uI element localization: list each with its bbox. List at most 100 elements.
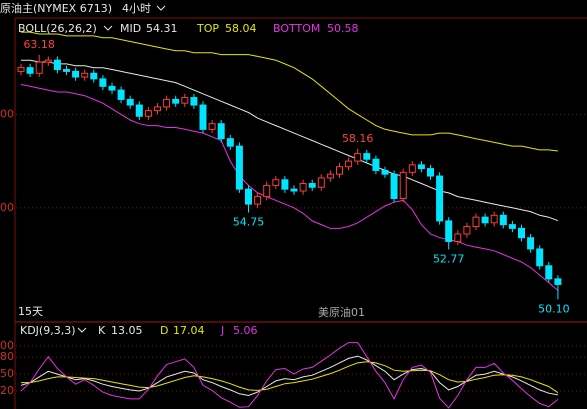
candle-body <box>326 173 334 179</box>
candle-body <box>336 166 343 175</box>
candle-body <box>408 164 416 173</box>
annotation: 58.16 <box>342 132 374 145</box>
indicator-dropdown[interactable] <box>77 327 87 333</box>
legend-name: TOP <box>196 22 219 35</box>
candle-body <box>417 164 425 170</box>
candle-body <box>290 188 298 192</box>
candle-body <box>108 85 116 91</box>
annotation: 52.77 <box>433 252 465 265</box>
candle-body <box>72 70 80 78</box>
candle-body <box>390 173 398 199</box>
indicator-name[interactable]: BOLL(26,26,2) <box>18 22 97 35</box>
series-line <box>20 84 559 291</box>
legend-name: MID <box>120 22 141 35</box>
candle-body <box>372 158 380 171</box>
candle-body <box>208 123 216 130</box>
candle-body <box>99 78 107 87</box>
series-line <box>21 361 559 394</box>
candle-body <box>254 196 262 205</box>
legend-value: 13.05 <box>111 324 143 337</box>
candle-body <box>226 138 234 147</box>
candle-body <box>554 278 562 285</box>
candle-body <box>445 220 453 242</box>
candle-body <box>144 110 152 117</box>
legend-name: K <box>98 324 106 337</box>
candle-body <box>245 188 252 205</box>
candle-body <box>26 67 34 74</box>
candle-body <box>354 153 362 162</box>
candle-body <box>427 168 434 177</box>
annotation: 54.75 <box>233 215 265 228</box>
legend-name: J <box>220 324 224 337</box>
candle-body <box>499 214 507 226</box>
annotation: 50.10 <box>538 302 570 315</box>
candle-body <box>81 72 89 78</box>
legend-name: BOTTOM <box>273 22 320 35</box>
candle-body <box>508 224 516 229</box>
candle-body <box>263 184 271 198</box>
y-tick-label: 00 <box>0 201 14 214</box>
candle-body <box>399 171 407 199</box>
series-line <box>21 59 559 222</box>
contract-label: 美原油01 <box>318 305 365 319</box>
candle-body <box>235 145 243 190</box>
indicator-name[interactable]: KDJ(9,3,3) <box>20 324 76 337</box>
candle-body <box>472 216 480 228</box>
candle-body <box>117 89 125 100</box>
y-tick-label: 00 <box>0 339 14 352</box>
candle-body <box>518 227 525 239</box>
candle-body <box>436 175 444 222</box>
candle-body <box>90 72 98 80</box>
candle-body <box>363 153 371 160</box>
candle-body <box>299 183 307 192</box>
candle-body <box>272 179 280 186</box>
y-tick-label: 00 <box>0 107 14 120</box>
candle-body <box>126 98 134 106</box>
range-label: 15天 <box>18 305 43 318</box>
candle-body <box>172 98 180 104</box>
series-line <box>21 31 558 152</box>
period[interactable]: 4小时 <box>122 2 151 15</box>
legend-value: 54.31 <box>146 22 178 35</box>
candle-body <box>345 160 353 168</box>
indicator-dropdown[interactable] <box>103 25 113 31</box>
candle-body <box>490 214 498 224</box>
symbol: 原油主(NYMEX 6713) <box>0 1 112 15</box>
candle-body <box>281 179 289 190</box>
candle-body <box>163 98 171 108</box>
period-dropdown[interactable] <box>156 5 166 11</box>
candle-body <box>63 69 70 72</box>
candle-body <box>317 177 325 188</box>
candle-body <box>545 265 553 280</box>
candle-body <box>53 59 61 71</box>
candle-body <box>17 67 25 72</box>
candle-body <box>190 97 198 106</box>
legend-value: 50.58 <box>327 22 359 35</box>
series-line <box>20 342 559 409</box>
annotation: 63.18 <box>23 38 55 51</box>
legend-value: 17.04 <box>173 324 205 337</box>
candle-body <box>454 233 462 242</box>
candle-body <box>154 106 161 112</box>
y-tick-label: 20 <box>0 384 14 397</box>
candle-body <box>463 226 471 235</box>
candle-body <box>44 59 52 63</box>
candle-body <box>199 104 207 130</box>
candle-body <box>217 123 225 140</box>
candle-body <box>308 183 316 188</box>
candle-body <box>527 237 535 250</box>
candle-body <box>536 248 544 267</box>
legend-value: 5.06 <box>233 324 258 337</box>
candle-body <box>181 97 189 104</box>
candle-body <box>35 61 43 74</box>
legend-name: D <box>160 324 168 337</box>
y-tick-label: 50 <box>0 367 14 380</box>
candle-body <box>381 169 389 175</box>
candle-body <box>481 216 489 224</box>
candle-body <box>135 104 143 117</box>
y-tick-label: 80 <box>0 350 14 363</box>
legend-value: 58.04 <box>225 22 257 35</box>
series-line <box>20 355 558 397</box>
